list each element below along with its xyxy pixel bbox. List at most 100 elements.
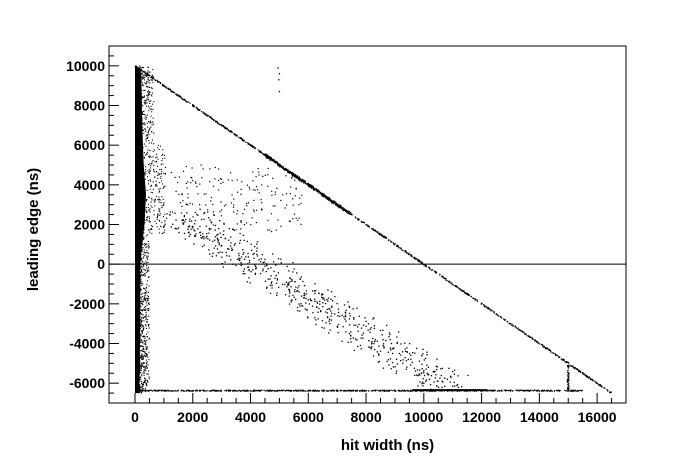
- data-point: [379, 329, 382, 332]
- data-point: [140, 241, 142, 243]
- data-point: [346, 211, 348, 213]
- data-point: [567, 390, 569, 392]
- data-point: [140, 175, 142, 177]
- data-point: [285, 193, 288, 195]
- data-point: [270, 157, 273, 159]
- data-point: [357, 326, 359, 328]
- data-point: [138, 274, 140, 276]
- data-point: [350, 212, 352, 214]
- data-point: [140, 362, 142, 364]
- data-point: [143, 237, 145, 239]
- data-point: [150, 191, 152, 193]
- data-point: [231, 131, 233, 133]
- data-point: [148, 309, 150, 311]
- data-point: [147, 76, 149, 78]
- data-point: [191, 226, 193, 228]
- data-point: [303, 180, 305, 182]
- data-point: [140, 229, 142, 231]
- data-point: [490, 310, 492, 312]
- data-point: [267, 389, 269, 391]
- data-point: [217, 122, 219, 124]
- data-point: [145, 344, 147, 346]
- data-point: [328, 198, 330, 200]
- data-point: [405, 368, 407, 370]
- data-point: [572, 365, 574, 367]
- data-point: [357, 345, 359, 348]
- data-point: [386, 237, 388, 239]
- data-point: [456, 286, 459, 288]
- data-point: [336, 302, 338, 305]
- data-point: [400, 343, 402, 345]
- data-point: [412, 352, 414, 354]
- data-point: [240, 220, 242, 222]
- data-point: [232, 228, 235, 231]
- data-point: [210, 221, 212, 223]
- data-point: [155, 157, 157, 159]
- data-point: [146, 243, 148, 245]
- data-point: [379, 234, 381, 236]
- data-point: [141, 162, 143, 164]
- data-point: [139, 236, 141, 238]
- data-point: [164, 157, 166, 159]
- data-point: [200, 234, 202, 236]
- data-point: [398, 352, 400, 355]
- data-point: [162, 183, 164, 185]
- data-point: [159, 182, 161, 184]
- data-point: [150, 115, 152, 117]
- data-point: [162, 158, 164, 160]
- data-point: [553, 390, 555, 392]
- data-point: [270, 275, 272, 277]
- data-point: [595, 382, 597, 384]
- data-point: [135, 65, 137, 68]
- data-point: [142, 372, 144, 374]
- data-point: [198, 109, 200, 111]
- data-point: [144, 356, 146, 358]
- data-point: [296, 175, 299, 177]
- data-point: [276, 161, 278, 163]
- data-point: [215, 120, 217, 122]
- data-point: [276, 390, 278, 392]
- data-point: [193, 243, 195, 245]
- data-point: [141, 82, 143, 84]
- data-point: [432, 390, 434, 392]
- data-point: [572, 390, 574, 392]
- data-point: [583, 373, 585, 375]
- data-point: [192, 104, 194, 106]
- data-point: [139, 389, 141, 391]
- data-point: [141, 137, 143, 139]
- data-point: [462, 290, 464, 292]
- data-point: [493, 312, 495, 314]
- data-point: [146, 114, 148, 116]
- data-point: [141, 150, 143, 152]
- data-point: [160, 163, 162, 165]
- data-point: [396, 341, 398, 344]
- data-point: [529, 336, 531, 338]
- data-point: [543, 389, 545, 391]
- data-point: [160, 389, 162, 391]
- data-point: [143, 340, 145, 342]
- data-point: [138, 314, 140, 316]
- data-point: [551, 352, 553, 354]
- data-point: [483, 304, 485, 306]
- data-point: [209, 181, 211, 183]
- data-point: [593, 380, 596, 382]
- data-point: [140, 68, 142, 70]
- data-point: [236, 390, 238, 392]
- data-point: [139, 307, 141, 309]
- data-point: [150, 108, 152, 110]
- data-point: [145, 247, 147, 249]
- data-point: [147, 346, 149, 348]
- data-point: [185, 165, 187, 168]
- data-point: [139, 200, 141, 202]
- data-point: [540, 343, 543, 345]
- data-point: [492, 310, 494, 312]
- data-point: [145, 129, 147, 131]
- data-point: [155, 183, 157, 185]
- data-point: [161, 390, 163, 392]
- data-point: [141, 233, 143, 235]
- data-point: [153, 78, 155, 80]
- data-point: [410, 254, 412, 256]
- data-point: [261, 254, 263, 256]
- data-point: [278, 389, 280, 391]
- data-point: [546, 348, 548, 350]
